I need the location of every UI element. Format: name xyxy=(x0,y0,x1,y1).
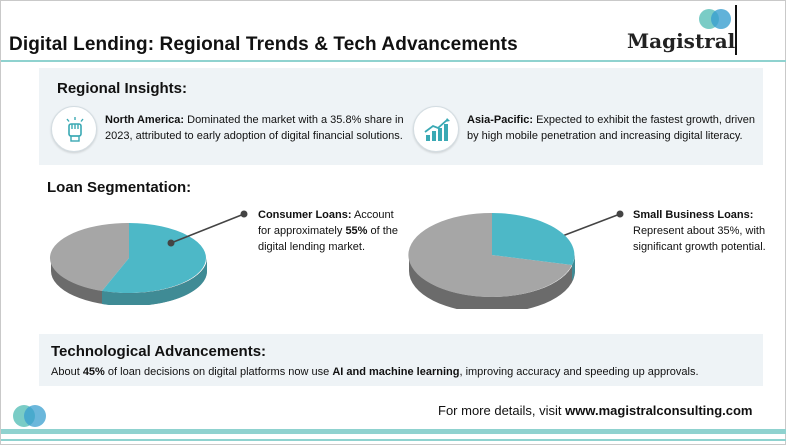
consumer-line2-pre: for approximately xyxy=(258,225,346,237)
small-business-callout: Small Business Loans: Represent about 35… xyxy=(633,207,783,255)
regional-insights-heading: Regional Insights: xyxy=(57,80,188,97)
consumer-share: 55% xyxy=(345,225,368,237)
tech-mid: of loan decisions on digital platforms n… xyxy=(104,366,333,378)
logo-circle-blue xyxy=(711,9,731,29)
loan-segmentation-heading: Loan Segmentation: xyxy=(47,179,192,196)
sb-pie-slice xyxy=(492,213,575,265)
growth-chart-icon xyxy=(413,106,459,152)
sb-pie-slice-side xyxy=(572,255,575,281)
tech-advancements-text: About 45% of loan decisions on digital p… xyxy=(51,364,751,380)
north-america-line2: 2023, attributed to early adoption of di… xyxy=(105,130,403,142)
consumer-loans-label: Consumer Loans: xyxy=(258,209,352,221)
asia-pacific-text: Asia-Pacific: Expected to exhibit the fa… xyxy=(467,112,759,144)
asia-pacific-line2: by high mobile penetration and increasin… xyxy=(467,130,743,142)
tech-ai-ml: AI and machine learning xyxy=(332,366,460,378)
consumer-pie-rest xyxy=(49,222,130,291)
tech-pre: About xyxy=(51,366,83,378)
asia-pacific-line1: Expected to exhibit the fastest growth, … xyxy=(533,114,755,126)
north-america-label: North America: xyxy=(105,114,185,126)
consumer-line2-post: of the xyxy=(367,225,399,237)
regional-insights-panel xyxy=(39,68,763,165)
footer-url-link[interactable]: www.magistralconsulting.com xyxy=(565,403,753,418)
north-america-line1: Dominated the market with a 35.8% share … xyxy=(184,114,404,126)
consumer-line3: digital lending market. xyxy=(258,241,366,253)
logo-wordmark: Magistral xyxy=(627,29,736,53)
tech-share: 45% xyxy=(82,366,105,378)
footer-divider-thick xyxy=(1,429,786,434)
footer-divider-thin xyxy=(1,439,786,441)
tech-advancements-heading: Technological Advancements: xyxy=(51,343,267,360)
tech-post: , improving accuracy and speeding up app… xyxy=(459,366,699,378)
consumer-loans-pie xyxy=(49,222,208,305)
consumer-pie-slice-side xyxy=(102,258,208,305)
north-america-text: North America: Dominated the market with… xyxy=(105,112,405,144)
consumer-pie-slice xyxy=(102,223,206,293)
small-business-line2: Represent about 35%, with xyxy=(633,225,766,237)
small-business-label: Small Business Loans: xyxy=(633,209,754,221)
header-divider xyxy=(1,60,786,62)
page-title: Digital Lending: Regional Trends & Tech … xyxy=(9,34,518,55)
logo-divider xyxy=(735,5,737,55)
footer-logo-circle-blue xyxy=(24,405,46,427)
consumer-loans-callout: Consumer Loans: Account for approximatel… xyxy=(258,207,408,255)
small-business-line3: significant growth potential. xyxy=(633,241,766,253)
magistral-logo: Magistral xyxy=(627,5,739,57)
footer-logo xyxy=(13,405,53,427)
asia-pacific-label: Asia-Pacific: xyxy=(467,114,534,126)
footer-text: For more details, visit www.magistralcon… xyxy=(438,403,752,418)
sb-pie-base xyxy=(409,255,575,309)
sb-pie-rest xyxy=(408,212,572,297)
tech-advancements-panel xyxy=(39,334,763,386)
footer-pre: For more details, visit xyxy=(438,403,566,418)
small-business-pie xyxy=(408,212,575,309)
fist-icon xyxy=(51,106,97,152)
consumer-line1: Account xyxy=(351,209,394,221)
